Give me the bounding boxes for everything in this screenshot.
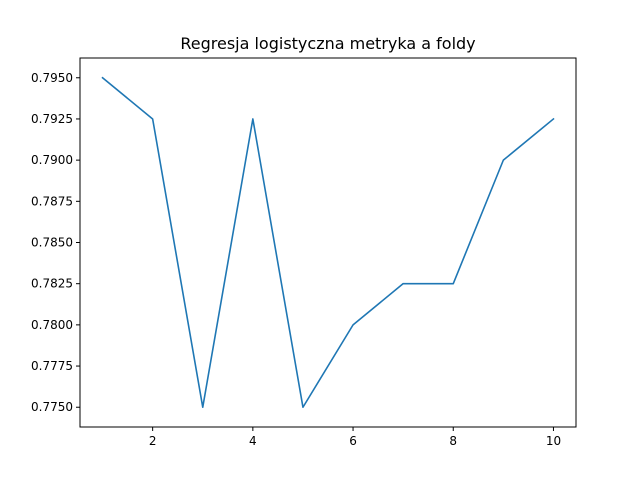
series-layer	[101, 76, 555, 409]
y-tick-label: 0.7900	[31, 153, 73, 167]
plot-area-frame	[79, 57, 577, 428]
axis-ticks: 2 4 6 8 10 0.7750 0.7775 0.7800 0.7825 0.7850 0.78…	[31, 71, 561, 448]
x-tick-label: 10	[546, 434, 561, 448]
x-tick-label: 6	[349, 434, 357, 448]
y-tick-label: 0.7750	[31, 400, 73, 414]
y-tick-label: 0.7850	[31, 236, 73, 250]
y-tick-label: 0.7800	[31, 318, 73, 332]
series-line-0	[101, 76, 555, 409]
y-tick-label: 0.7925	[31, 112, 73, 126]
x-tick-label: 8	[449, 434, 457, 448]
x-tick-label: 4	[249, 434, 257, 448]
y-tick-label: 0.7825	[31, 277, 73, 291]
y-tick-label: 0.7875	[31, 194, 73, 208]
x-tick-label: 2	[149, 434, 157, 448]
y-tick-label: 0.7775	[31, 359, 73, 373]
chart-title: Regresja logistyczna metryka a foldy	[180, 34, 475, 53]
y-tick-label: 0.7950	[31, 71, 73, 85]
